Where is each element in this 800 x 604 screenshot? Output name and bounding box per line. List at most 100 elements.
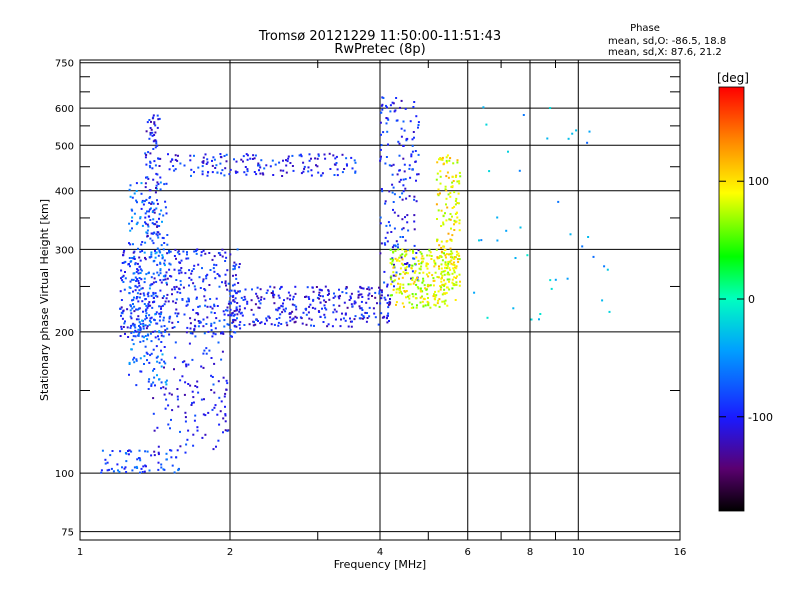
data-point	[176, 388, 179, 390]
data-point	[146, 223, 149, 226]
data-point	[143, 277, 146, 280]
data-point	[456, 216, 459, 219]
data-point	[171, 158, 174, 161]
data-point	[200, 398, 203, 401]
data-point	[380, 242, 383, 245]
data-point	[142, 292, 145, 295]
data-point	[329, 168, 332, 170]
data-point	[258, 306, 261, 309]
data-point	[210, 324, 213, 327]
data-point	[161, 220, 163, 223]
data-point	[212, 332, 215, 335]
data-point	[225, 388, 228, 391]
data-point	[399, 283, 402, 286]
data-point	[422, 297, 425, 300]
data-point	[379, 252, 382, 255]
data-point	[136, 268, 139, 271]
data-point	[456, 253, 458, 256]
data-point	[199, 320, 201, 323]
data-point	[139, 329, 142, 332]
data-point	[451, 287, 454, 290]
data-point	[434, 304, 437, 307]
data-point	[160, 463, 163, 466]
data-point	[133, 356, 136, 359]
data-point	[137, 332, 140, 335]
data-point	[204, 414, 207, 417]
data-point	[326, 294, 329, 296]
data-point	[141, 471, 144, 473]
data-point	[144, 152, 147, 155]
data-point	[159, 157, 162, 160]
data-point	[173, 368, 175, 371]
data-point	[145, 198, 148, 201]
data-point	[163, 346, 166, 348]
data-point	[127, 336, 130, 338]
data-point	[402, 263, 405, 266]
data-point	[354, 315, 357, 318]
data-point	[399, 254, 402, 257]
data-point	[318, 288, 321, 291]
data-point	[232, 299, 235, 302]
data-point	[218, 252, 221, 254]
data-point	[275, 318, 278, 320]
data-point	[450, 185, 453, 188]
data-point	[401, 292, 403, 295]
data-point	[229, 308, 232, 311]
data-point	[458, 219, 461, 222]
data-point	[172, 300, 175, 303]
data-point	[308, 317, 311, 320]
data-point	[450, 239, 453, 242]
data-point	[236, 313, 239, 316]
data-point	[270, 323, 273, 326]
data-point	[158, 312, 161, 315]
data-point	[142, 203, 145, 206]
data-point	[265, 317, 268, 320]
data-point	[447, 176, 450, 179]
data-point	[231, 335, 233, 338]
data-point	[202, 318, 205, 321]
data-point	[285, 164, 288, 167]
data-point	[404, 178, 407, 181]
data-point	[174, 168, 177, 171]
data-point	[166, 252, 169, 255]
data-point	[392, 102, 395, 105]
data-point	[426, 283, 429, 286]
data-point	[323, 299, 326, 302]
data-point	[179, 269, 182, 272]
data-point	[179, 261, 182, 264]
data-point	[128, 188, 131, 191]
data-point	[148, 164, 151, 167]
data-point	[213, 263, 216, 266]
data-point	[143, 294, 146, 297]
data-point	[179, 291, 182, 294]
data-point	[159, 279, 162, 282]
data-point	[160, 311, 163, 314]
data-point	[190, 404, 193, 406]
data-point	[150, 232, 153, 235]
data-point	[132, 278, 135, 281]
data-point	[167, 404, 170, 407]
data-point	[224, 260, 227, 262]
data-point	[217, 439, 220, 442]
data-point	[144, 298, 147, 301]
data-point	[134, 289, 137, 292]
data-point	[419, 268, 422, 271]
data-point	[453, 264, 456, 266]
data-point	[409, 283, 412, 286]
data-point	[415, 306, 418, 309]
data-point	[423, 284, 426, 287]
data-point	[373, 312, 376, 315]
data-point	[395, 288, 398, 291]
data-point	[154, 336, 157, 339]
data-point	[387, 312, 390, 315]
data-point	[179, 379, 182, 382]
data-point	[209, 305, 212, 308]
data-point	[233, 300, 236, 303]
data-point	[132, 335, 135, 338]
data-point	[184, 381, 187, 384]
data-point	[404, 187, 407, 190]
data-point	[279, 287, 281, 290]
data-point	[380, 111, 383, 114]
data-point	[291, 154, 294, 157]
data-point	[153, 318, 155, 321]
